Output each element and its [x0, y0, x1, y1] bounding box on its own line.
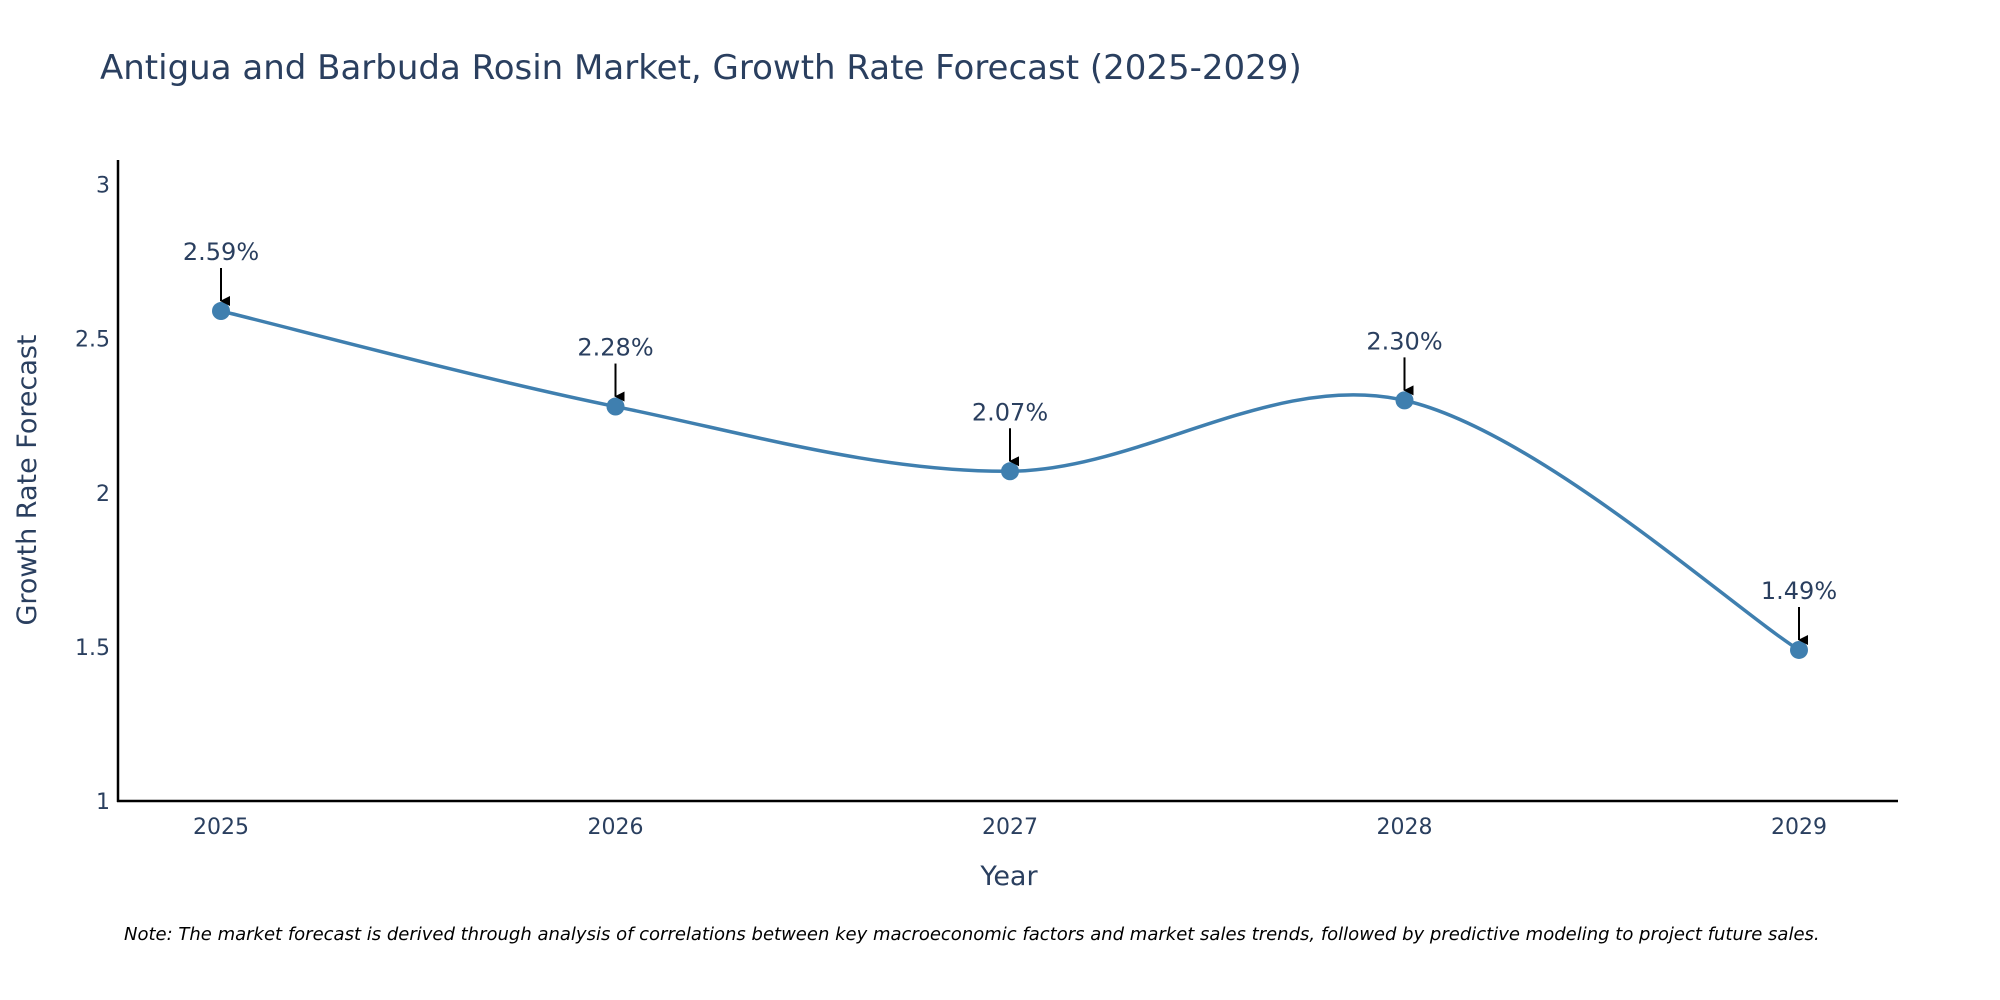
y-tick-label: 1 — [96, 790, 110, 815]
y-axis-title: Growth Rate Forecast — [12, 334, 43, 625]
data-label: 1.49% — [1761, 577, 1837, 605]
chart-note: Note: The market forecast is derived thr… — [124, 924, 1820, 945]
x-tick-label: 2028 — [1377, 815, 1433, 840]
y-tick-label: 2 — [96, 482, 110, 507]
x-tick-label: 2029 — [1771, 815, 1827, 840]
data-point — [1395, 391, 1414, 410]
x-axis-title: Year — [979, 861, 1038, 892]
data-point — [212, 302, 230, 321]
data-point — [1001, 462, 1019, 481]
y-tick-label: 3 — [96, 174, 110, 199]
data-label: 2.07% — [972, 398, 1048, 426]
series-line — [220, 309, 1800, 652]
data-label: 2.28% — [577, 334, 653, 362]
y-tick-label: 1.5 — [75, 636, 110, 661]
data-label: 2.59% — [183, 238, 259, 266]
plot-area: 1 1.5 2 2.5 3 2025 2026 2027 2028 2029 2.59% 2.28% 2… — [75, 160, 1898, 840]
data-point — [606, 397, 625, 416]
x-tick-label: 2025 — [193, 815, 249, 840]
data-point — [1790, 640, 1808, 659]
x-tick-label: 2026 — [588, 815, 644, 840]
chart-title: Antigua and Barbuda Rosin Market, Growth… — [100, 48, 1302, 88]
x-tick-label: 2027 — [982, 815, 1038, 840]
y-tick-label: 2.5 — [75, 328, 110, 353]
data-label: 2.30% — [1366, 327, 1442, 355]
